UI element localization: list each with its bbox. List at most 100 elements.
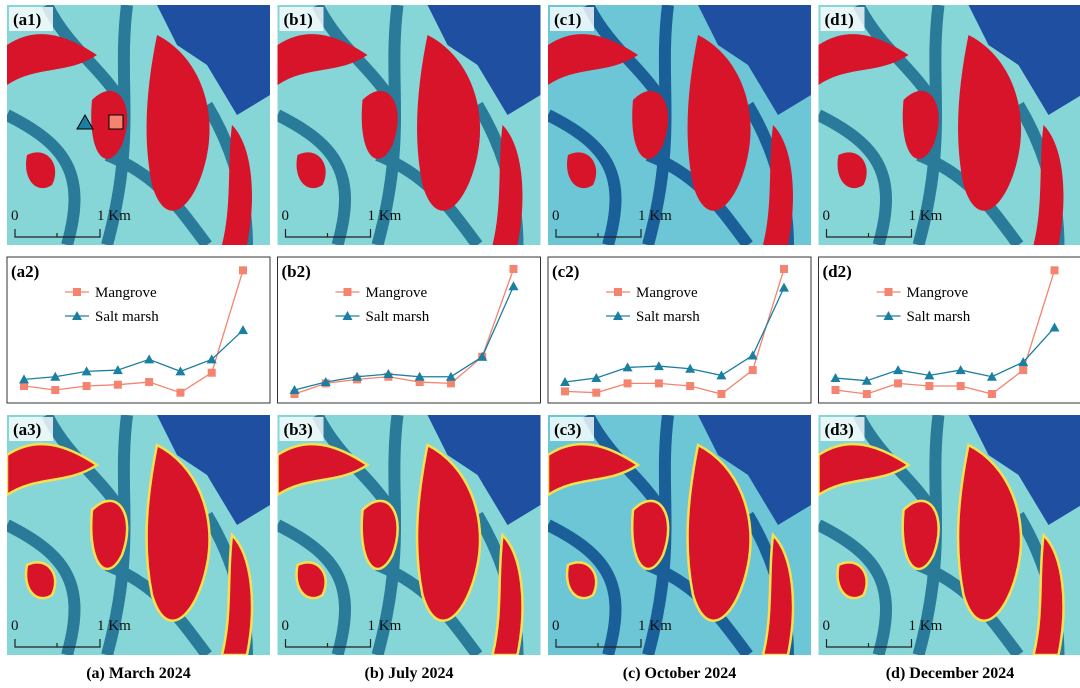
satellite-image: (a1) 0 1 Km (7, 5, 270, 245)
panel-label: (c1) (554, 10, 581, 29)
image-content (277, 5, 541, 245)
legend-marker (73, 288, 81, 296)
point-marker (747, 350, 758, 360)
series-line (294, 268, 515, 395)
scale-end: 1 Km (909, 208, 943, 224)
water (157, 5, 270, 115)
point-marker (986, 371, 997, 381)
water (157, 415, 270, 525)
vegetation (24, 561, 57, 600)
vegetation (1032, 532, 1065, 655)
point-marker (686, 382, 695, 391)
legend-label: Mangrove (636, 285, 698, 301)
panel-label: (d1) (825, 10, 854, 29)
panel-label: (a3) (13, 420, 41, 439)
image-content (818, 5, 1080, 245)
legend-marker (343, 288, 352, 296)
chart-title: (c2) (552, 262, 579, 281)
panel-label: (d3) (825, 420, 854, 439)
legend-marker (342, 311, 353, 320)
point-marker (352, 371, 363, 381)
point-marker (176, 388, 185, 397)
caption: (d) December 2024 (886, 665, 1015, 682)
point-marker (924, 370, 935, 380)
label-bg (550, 7, 594, 31)
vegetation (296, 152, 326, 189)
channel (548, 519, 622, 655)
point-marker (477, 351, 488, 361)
channel (818, 519, 892, 655)
vegetation (277, 442, 370, 497)
point-marker (81, 366, 92, 376)
series-line (564, 268, 785, 395)
chart-frame (277, 256, 541, 404)
point-marker (509, 264, 518, 273)
legend-label: Salt marsh (907, 309, 971, 325)
point-marker (289, 385, 300, 395)
vegetation (902, 90, 939, 159)
legend-marker (72, 311, 82, 320)
channel (7, 519, 81, 655)
vegetation (901, 499, 940, 570)
scale-bar (555, 229, 642, 238)
point-marker (748, 366, 757, 375)
point-marker (654, 379, 663, 388)
vegetation (295, 561, 327, 600)
point-marker (561, 387, 569, 396)
scale-start: 0 (552, 618, 560, 634)
point-marker (415, 378, 424, 387)
chart-frame (818, 256, 1080, 404)
series-line (23, 270, 244, 394)
scale-end: 1 Km (368, 208, 402, 224)
water (968, 5, 1080, 115)
series-line (23, 329, 244, 381)
scale-start: 0 (282, 208, 290, 224)
channel (7, 109, 81, 245)
water (698, 5, 811, 115)
vegetation (837, 152, 867, 189)
vegetation (26, 152, 56, 189)
point-marker (1019, 366, 1028, 375)
satellite-image: (a3) 0 1 Km (7, 415, 270, 655)
satellite-image: (d3) 0 1 Km (818, 415, 1080, 655)
point-marker (206, 354, 217, 364)
point-marker (508, 281, 519, 291)
legend-label: Salt marsh (95, 309, 159, 325)
triangle-marker (76, 113, 94, 130)
scale-bar (14, 229, 101, 238)
point-marker (51, 386, 60, 395)
vegetation (687, 35, 751, 211)
point-marker (925, 382, 934, 391)
scale-bar (555, 639, 642, 648)
point-marker (685, 363, 696, 373)
scale-end: 1 Km (368, 618, 402, 634)
legend-label: Mangrove (95, 285, 157, 301)
vegetation (818, 34, 909, 85)
label-bg (279, 7, 324, 31)
vegetation (145, 443, 211, 622)
vegetation (492, 125, 523, 245)
point-marker (862, 390, 871, 399)
vegetation (220, 532, 254, 655)
point-marker (1018, 357, 1029, 367)
scale-start: 0 (282, 618, 290, 634)
vegetation (491, 532, 524, 655)
vegetation (548, 34, 638, 85)
image-content (7, 415, 270, 655)
satellite-image: (c1) 0 1 Km (548, 5, 811, 245)
point-marker (955, 365, 966, 375)
satellite-image: (c3) 0 1 Km (548, 415, 811, 655)
point-marker (1049, 322, 1060, 332)
chart-title: (a2) (11, 262, 39, 281)
point-marker (239, 266, 247, 275)
satellite-image: (d1) 0 1 Km (818, 5, 1080, 245)
point-marker (893, 365, 904, 375)
legend-label: Salt marsh (636, 309, 700, 325)
point-marker (50, 371, 61, 381)
caption: (c) October 2024 (623, 665, 736, 682)
vegetation (763, 125, 793, 245)
label-bg (550, 417, 594, 441)
point-marker (112, 365, 123, 375)
point-marker (831, 386, 840, 395)
series-line (835, 270, 1056, 395)
